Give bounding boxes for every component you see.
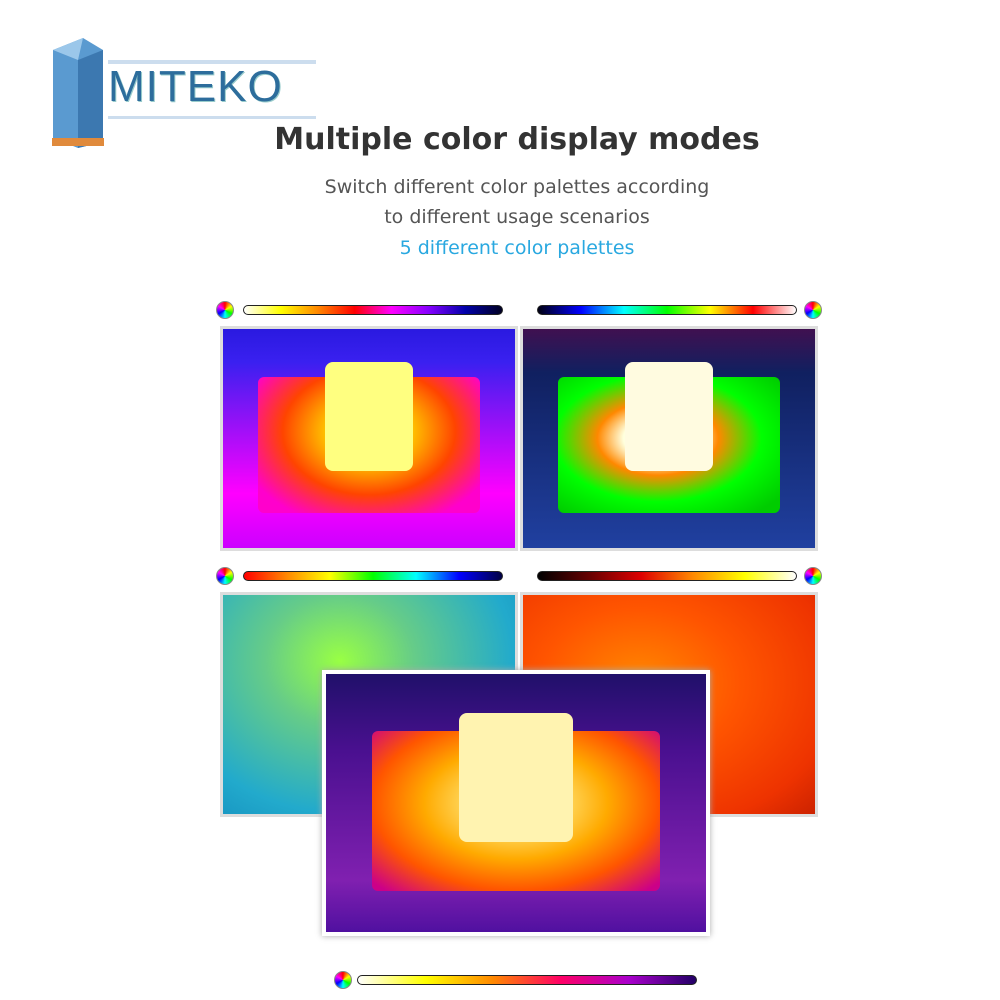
palette-icon [804,567,822,585]
palette-icon [216,567,234,585]
logo-text: MITEKO [108,62,283,111]
logo-icon [52,38,104,148]
palette-bar [537,571,797,581]
palette-bar [243,305,503,315]
palette-bar [243,571,503,581]
subtitle: to different usage scenarios [384,206,650,228]
palette-icon [804,301,822,319]
palette-bar [357,975,697,985]
palette-bar [537,305,797,315]
thermal-image [520,326,818,551]
palette-icon [216,301,234,319]
palette-icon [334,971,352,989]
thermal-image [322,670,710,936]
subtitle: Switch different color palettes accordin… [324,176,710,198]
logo-rule [108,116,316,119]
thermal-image [220,326,518,551]
logo-rule [108,60,316,64]
highlight: 5 different color palettes [399,237,635,259]
title: Multiple color display modes [274,122,760,157]
